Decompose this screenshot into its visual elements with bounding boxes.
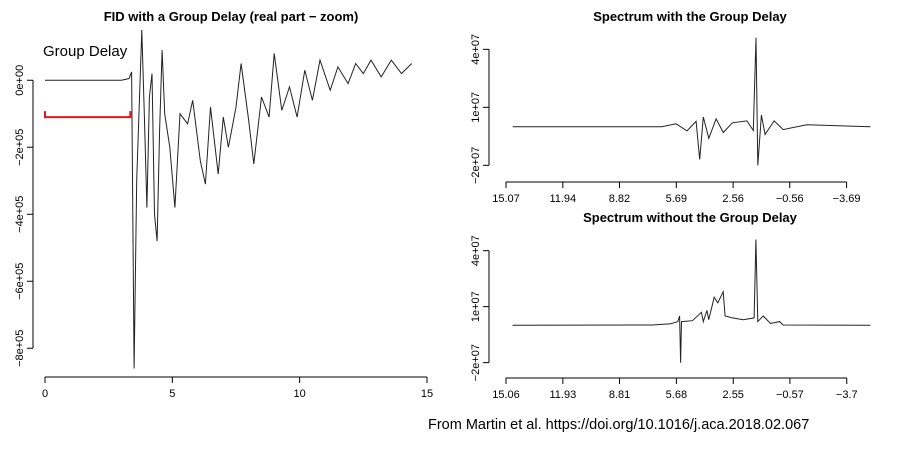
x-tick-label: 5.69 xyxy=(666,193,687,205)
y-tick-label: 1e+07 xyxy=(470,291,482,322)
spectrum-without-delay-title: Spectrum without the Group Delay xyxy=(583,210,798,225)
y-tick-label: −2e+07 xyxy=(470,344,482,381)
x-tick-label: 0 xyxy=(42,388,48,400)
spectrum-with-delay-title: Spectrum with the Group Delay xyxy=(593,9,787,24)
group-delay-bracket xyxy=(44,111,132,119)
x-tick-label: 8.82 xyxy=(609,193,630,205)
y-tick-label: −2e+05 xyxy=(14,129,26,166)
y-tick-label: 0e+00 xyxy=(14,65,26,96)
y-tick-label: −4e+05 xyxy=(14,196,26,233)
y-tick-label: 1e+07 xyxy=(470,92,482,123)
spectrum-with-delay-axes: 15.07 11.94 8.82 5.69 2.56 −0.56 −3.69 4e+07 1e+… xyxy=(470,34,861,205)
fid-trace xyxy=(45,29,413,369)
y-tick-label: −8e+05 xyxy=(14,330,26,367)
y-tick-label: 4e+07 xyxy=(470,34,482,65)
spectrum-with-delay-panel: Spectrum with the Group Delay 15.07 11.94… xyxy=(470,9,871,205)
x-tick-label: 15.06 xyxy=(492,389,520,401)
x-tick-label: −3.7 xyxy=(836,389,858,401)
spectrum-without-delay-axes: 15.06 11.93 8.81 5.68 2.55 −0.57 −3.7 4e+07 1e+0… xyxy=(470,235,858,401)
x-tick-label: 8.81 xyxy=(609,389,630,401)
figure-caption: From Martin et al. https://doi.org/10.10… xyxy=(428,417,810,433)
x-tick-label: 5.68 xyxy=(666,389,687,401)
fid-panel: FID with a Group Delay (real part − zoom… xyxy=(14,9,433,400)
fid-axes: 0 5 10 15 0e+00 −2e+05 −4e+05 −6e+05 −8e+05 xyxy=(14,65,433,400)
x-tick-label: −3.69 xyxy=(833,193,861,205)
x-tick-label: 5 xyxy=(169,388,175,400)
spectrum-with-delay-trace xyxy=(512,37,871,166)
y-tick-label: −2e+07 xyxy=(470,147,482,184)
x-tick-label: 11.94 xyxy=(549,193,576,205)
x-tick-label: 2.55 xyxy=(723,389,744,401)
group-delay-label: Group Delay xyxy=(43,43,128,60)
y-tick-label: 4e+07 xyxy=(470,235,482,266)
x-tick-label: −0.56 xyxy=(776,193,804,205)
x-tick-label: 15.07 xyxy=(492,193,520,205)
spectrum-without-delay-trace xyxy=(512,239,871,363)
x-tick-label: 11.93 xyxy=(549,389,576,401)
x-tick-label: 2.56 xyxy=(722,193,743,205)
fid-title: FID with a Group Delay (real part − zoom… xyxy=(104,9,359,24)
x-tick-label: 10 xyxy=(294,388,306,400)
x-tick-label: −0.57 xyxy=(776,389,804,401)
y-tick-label: −6e+05 xyxy=(14,263,26,300)
x-tick-label: 15 xyxy=(421,388,433,400)
spectrum-without-delay-panel: Spectrum without the Group Delay 15.06 11… xyxy=(470,210,871,401)
